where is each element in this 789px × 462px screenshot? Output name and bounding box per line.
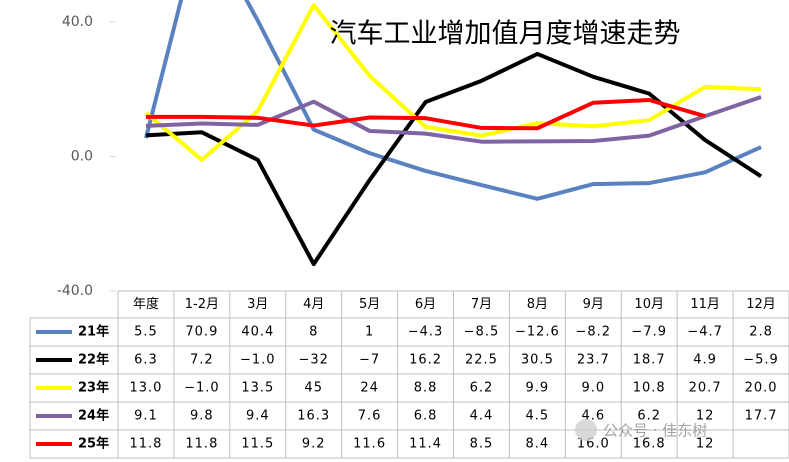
value-label: 11.5 xyxy=(241,437,274,452)
value-label: 20.7 xyxy=(689,381,722,396)
value-label: 9.9 xyxy=(526,381,550,396)
value-label: 2.8 xyxy=(749,325,773,340)
legend-label: 22年 xyxy=(78,352,109,368)
x-tick-label: 9月 xyxy=(583,297,604,312)
x-tick-label: 12月 xyxy=(746,297,776,312)
value-label: 8.8 xyxy=(414,381,438,396)
legend-label: 21年 xyxy=(78,324,109,340)
legend-label: 24年 xyxy=(78,408,109,424)
value-label: 16.8 xyxy=(633,437,666,452)
x-tick-label: 3月 xyxy=(247,297,268,312)
value-label: 7.2 xyxy=(190,353,214,368)
value-label: 20.0 xyxy=(745,381,778,396)
value-label: 16.2 xyxy=(409,353,442,368)
watermark: 公众号 · 佳东树 xyxy=(603,422,707,440)
value-label: −32 xyxy=(298,353,328,368)
value-label: 16.3 xyxy=(297,409,330,424)
value-label: −4.3 xyxy=(408,325,444,340)
value-label: 12 xyxy=(696,409,715,424)
value-label: 6.2 xyxy=(470,381,494,396)
x-tick-label: 4月 xyxy=(303,297,324,312)
value-label: 30.5 xyxy=(521,353,554,368)
value-label: −1.0 xyxy=(184,381,220,396)
y-tick-label: 0.0 xyxy=(71,149,93,165)
value-label: 70.9 xyxy=(185,325,218,340)
value-label: 11.8 xyxy=(185,437,218,452)
value-label: 9.8 xyxy=(190,409,214,424)
value-label: 6.2 xyxy=(637,409,661,424)
value-label: 6.8 xyxy=(414,409,438,424)
value-label: 4.9 xyxy=(693,353,717,368)
legend-label: 23年 xyxy=(78,380,109,396)
value-label: −8.2 xyxy=(576,325,612,340)
chart-title: 汽车工业增加值月度增速走势 xyxy=(330,19,681,50)
value-label: −8.5 xyxy=(464,325,500,340)
value-label: 8 xyxy=(309,325,318,340)
value-label: 18.7 xyxy=(633,353,666,368)
value-label: 9.4 xyxy=(246,409,270,424)
value-label: 6.3 xyxy=(134,353,158,368)
value-label: 8.5 xyxy=(470,437,494,452)
y-tick-label: -40.0 xyxy=(57,283,93,299)
value-label: 11.8 xyxy=(129,437,162,452)
value-label: 9.2 xyxy=(302,437,326,452)
legend-label: 25年 xyxy=(78,436,109,452)
x-tick-label: 年度 xyxy=(133,296,159,312)
value-label: −12.6 xyxy=(515,325,560,340)
value-label: 7.6 xyxy=(358,409,382,424)
value-label: 22.5 xyxy=(465,353,498,368)
value-label: 11.4 xyxy=(409,437,442,452)
value-label: −1.0 xyxy=(240,353,276,368)
value-label: 13.0 xyxy=(129,381,162,396)
value-label: 11.6 xyxy=(353,437,386,452)
x-tick-label: 10月 xyxy=(634,297,664,312)
value-label: 4.4 xyxy=(470,409,494,424)
x-tick-label: 11月 xyxy=(690,297,720,312)
value-label: 4.5 xyxy=(526,409,550,424)
x-tick-label: 5月 xyxy=(359,297,380,312)
x-tick-label: 8月 xyxy=(527,297,548,312)
value-label: 1 xyxy=(365,325,374,340)
value-label: 23.7 xyxy=(577,353,610,368)
value-label: −4.7 xyxy=(687,325,723,340)
value-label: 13.5 xyxy=(241,381,274,396)
value-label: −7 xyxy=(359,353,380,368)
series-line xyxy=(144,0,762,201)
value-label: 17.7 xyxy=(745,409,778,424)
value-label: 8.4 xyxy=(526,437,550,452)
value-label: 10.8 xyxy=(633,381,666,396)
x-tick-label: 6月 xyxy=(415,297,436,312)
value-label: 40.4 xyxy=(241,325,274,340)
value-label: 9.0 xyxy=(581,381,605,396)
series-line xyxy=(145,95,762,144)
value-label: 45 xyxy=(304,381,323,396)
value-label: −5.9 xyxy=(743,353,779,368)
value-label: 24 xyxy=(360,381,379,396)
value-label: 12 xyxy=(696,437,715,452)
y-tick-label: 40.0 xyxy=(62,14,93,30)
watermark-icon xyxy=(575,419,597,441)
series-line xyxy=(145,98,706,131)
series-line xyxy=(145,51,763,267)
x-tick-label: 7月 xyxy=(471,297,492,312)
value-label: 5.5 xyxy=(134,325,158,340)
value-label: −7.9 xyxy=(631,325,667,340)
value-label: 9.1 xyxy=(134,409,158,424)
x-tick-label: 1-2月 xyxy=(185,297,219,312)
